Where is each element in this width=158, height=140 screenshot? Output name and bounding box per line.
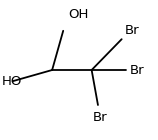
Text: HO: HO (2, 75, 22, 88)
Text: Br: Br (93, 111, 108, 124)
Text: Br: Br (130, 64, 144, 76)
Text: Br: Br (125, 24, 140, 37)
Text: OH: OH (68, 8, 88, 20)
